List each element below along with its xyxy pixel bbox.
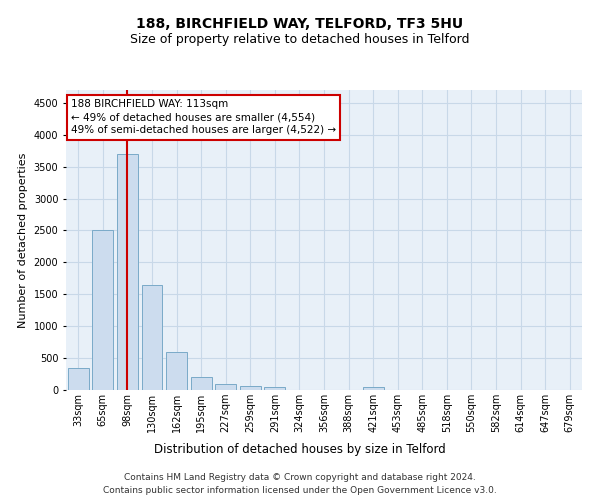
Text: Distribution of detached houses by size in Telford: Distribution of detached houses by size … [154,442,446,456]
Bar [265,388,286,390]
Text: Size of property relative to detached houses in Telford: Size of property relative to detached ho… [130,32,470,46]
Text: 188 BIRCHFIELD WAY: 113sqm
← 49% of detached houses are smaller (4,554)
49% of s: 188 BIRCHFIELD WAY: 113sqm ← 49% of deta… [71,99,336,136]
Text: 188, BIRCHFIELD WAY, TELFORD, TF3 5HU: 188, BIRCHFIELD WAY, TELFORD, TF3 5HU [136,18,464,32]
Bar [117,154,138,390]
Bar [68,368,89,390]
Bar [92,230,113,390]
Bar [240,386,261,390]
Text: Contains HM Land Registry data © Crown copyright and database right 2024.: Contains HM Land Registry data © Crown c… [124,472,476,482]
Bar [166,352,187,390]
Y-axis label: Number of detached properties: Number of detached properties [18,152,28,328]
Bar [362,387,383,390]
Bar [191,377,212,390]
Bar [215,384,236,390]
Text: Contains public sector information licensed under the Open Government Licence v3: Contains public sector information licen… [103,486,497,495]
Bar [142,284,163,390]
